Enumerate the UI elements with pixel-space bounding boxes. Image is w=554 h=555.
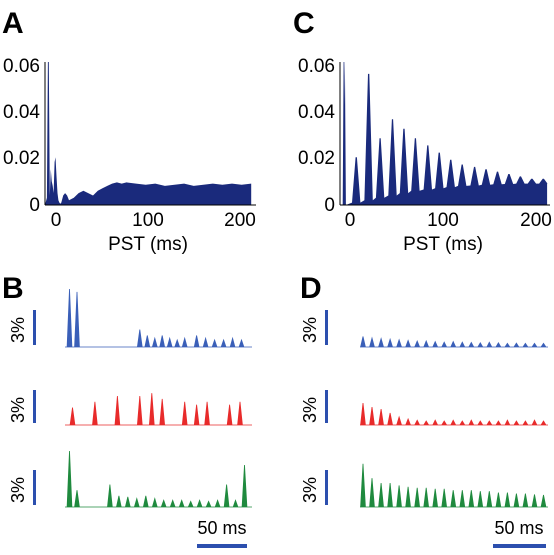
- panel-b-trace-blue: [65, 288, 252, 348]
- panel-a-chart: 0 0.02 0.04 0.06 0 100 200 PST (ms): [3, 56, 256, 255]
- panel-b-pct-bar-1: [33, 390, 36, 423]
- panel-a-ytick-2: 0.04: [3, 102, 40, 123]
- panel-letter-a: A: [2, 7, 24, 40]
- panel-d-pct-label-2: 3%: [300, 477, 320, 503]
- panel-b-traces: [65, 288, 252, 508]
- panel-c-xtick-2: 200: [520, 210, 552, 231]
- panel-c-xlabel: PST (ms): [403, 234, 483, 255]
- panel-d-pct-label-0: 3%: [300, 317, 320, 343]
- panel-a-xlabel: PST (ms): [108, 234, 188, 255]
- percent-scale-bars: 3% 3% 3% 3% 3% 3%: [8, 310, 328, 505]
- panel-b-time-scale-label: 50 ms: [197, 518, 246, 538]
- panel-d-trace-green: [360, 463, 548, 508]
- panel-b-pct-label-2: 3%: [8, 477, 28, 503]
- panel-a-xtick-1: 100: [132, 210, 164, 231]
- panel-d-trace-blue: [360, 336, 548, 348]
- panel-d-traces: [360, 336, 548, 508]
- panel-d-time-scale-label: 50 ms: [494, 518, 543, 538]
- panel-a-area: [45, 62, 252, 205]
- panel-letter-d: D: [300, 272, 322, 305]
- panel-c-xtick-1: 100: [427, 210, 459, 231]
- panel-c-ytick-2: 0.04: [298, 102, 335, 123]
- panel-b-trace-green: [65, 450, 252, 508]
- panel-d-pct-bar-1: [325, 390, 328, 423]
- panel-d-pct-label-1: 3%: [300, 397, 320, 423]
- panel-d-pct-bar-0: [325, 310, 328, 345]
- panel-c-area: [341, 62, 548, 205]
- panel-d-time-scale-bar: [493, 544, 546, 548]
- panel-a-ytick-0: 0: [29, 195, 40, 216]
- panel-b-time-scale-bar: [197, 544, 247, 548]
- panel-b-trace-red: [65, 393, 252, 426]
- panel-d-trace-red: [360, 402, 548, 426]
- panel-c-ytick-3: 0.06: [298, 56, 335, 77]
- panel-c-ytick-0: 0: [324, 195, 335, 216]
- panel-c-ytick-1: 0.02: [298, 148, 335, 169]
- panel-b-pct-bar-2: [33, 470, 36, 505]
- panel-letter-c: C: [293, 7, 315, 40]
- panel-b-pct-label-1: 3%: [8, 397, 28, 423]
- panel-a-ytick-1: 0.02: [3, 148, 40, 169]
- panel-d-pct-bar-2: [325, 470, 328, 505]
- panel-a-ytick-3: 0.06: [3, 56, 40, 77]
- panel-c-xtick-0: 0: [345, 210, 356, 231]
- panel-c-chart: 0 0.02 0.04 0.06 0 100 200 PST (ms): [298, 56, 552, 255]
- panel-b-pct-label-0: 3%: [8, 317, 28, 343]
- panel-letter-b: B: [2, 272, 24, 305]
- panel-b-pct-bar-0: [33, 310, 36, 345]
- panel-a-xtick-2: 200: [224, 210, 256, 231]
- panel-a-xtick-0: 0: [51, 210, 62, 231]
